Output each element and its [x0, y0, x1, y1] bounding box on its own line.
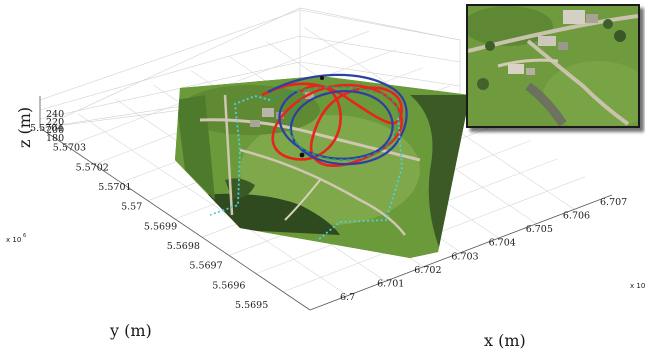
- x-axis-ticks: 6.7 6.701 6.702 6.703 6.704 6.705 6.706 6.707: [340, 197, 627, 303]
- z-axis-title: z (m): [15, 107, 34, 148]
- y-tick-label: 5.5702: [76, 162, 109, 173]
- x-tick-label: 6.703: [451, 251, 478, 262]
- x-tick-label: 6.706: [563, 211, 590, 222]
- terrain-orthophoto: [175, 76, 470, 258]
- x-tick-label: 6.707: [600, 197, 627, 208]
- series-green-trajectory: [269, 86, 400, 161]
- trajectory-lines: [209, 73, 408, 241]
- y-tick-label: 5.5696: [212, 280, 245, 291]
- y-axis-title: y (m): [109, 321, 152, 340]
- z-tick-label: 200: [46, 125, 64, 136]
- y-tick-label: 5.5698: [167, 241, 200, 252]
- series-cyan-trajectory: [209, 95, 403, 241]
- y-axis-multiplier-exponent: 6: [23, 233, 26, 239]
- y-tick-label: 5.57: [121, 202, 142, 213]
- series-blue-trajectory: [267, 73, 408, 166]
- y-tick-label: 5.5699: [144, 221, 177, 232]
- y-tick-label: 5.5695: [235, 300, 268, 311]
- y-tick-label: 5.5703: [53, 143, 86, 154]
- waypoint-marker: [320, 76, 324, 80]
- x-tick-label: 6.705: [526, 224, 553, 235]
- x-tick-label: 6.704: [489, 238, 516, 249]
- x-tick-label: 6.701: [377, 278, 404, 289]
- start-marker: [299, 152, 305, 158]
- floor-axes: [39, 96, 613, 311]
- y-tick-label: 5.5704: [30, 123, 63, 134]
- x-axis-title: x (m): [484, 331, 526, 350]
- x-tick-label: 6.702: [414, 265, 441, 276]
- z-tick-label: 240: [46, 109, 64, 120]
- x-axis-multiplier: x 10: [630, 282, 645, 290]
- aerial-photo-inset: [466, 4, 640, 128]
- x-tick-label: 6.7: [340, 292, 355, 303]
- y-tick-label: 5.5697: [189, 261, 222, 272]
- y-tick-label: 5.5701: [98, 182, 131, 193]
- z-tick-label: 180: [46, 133, 64, 144]
- y-axis-multiplier: x 10: [6, 236, 21, 244]
- z-tick-label: 220: [46, 117, 64, 128]
- series-red-trajectory: [261, 82, 404, 167]
